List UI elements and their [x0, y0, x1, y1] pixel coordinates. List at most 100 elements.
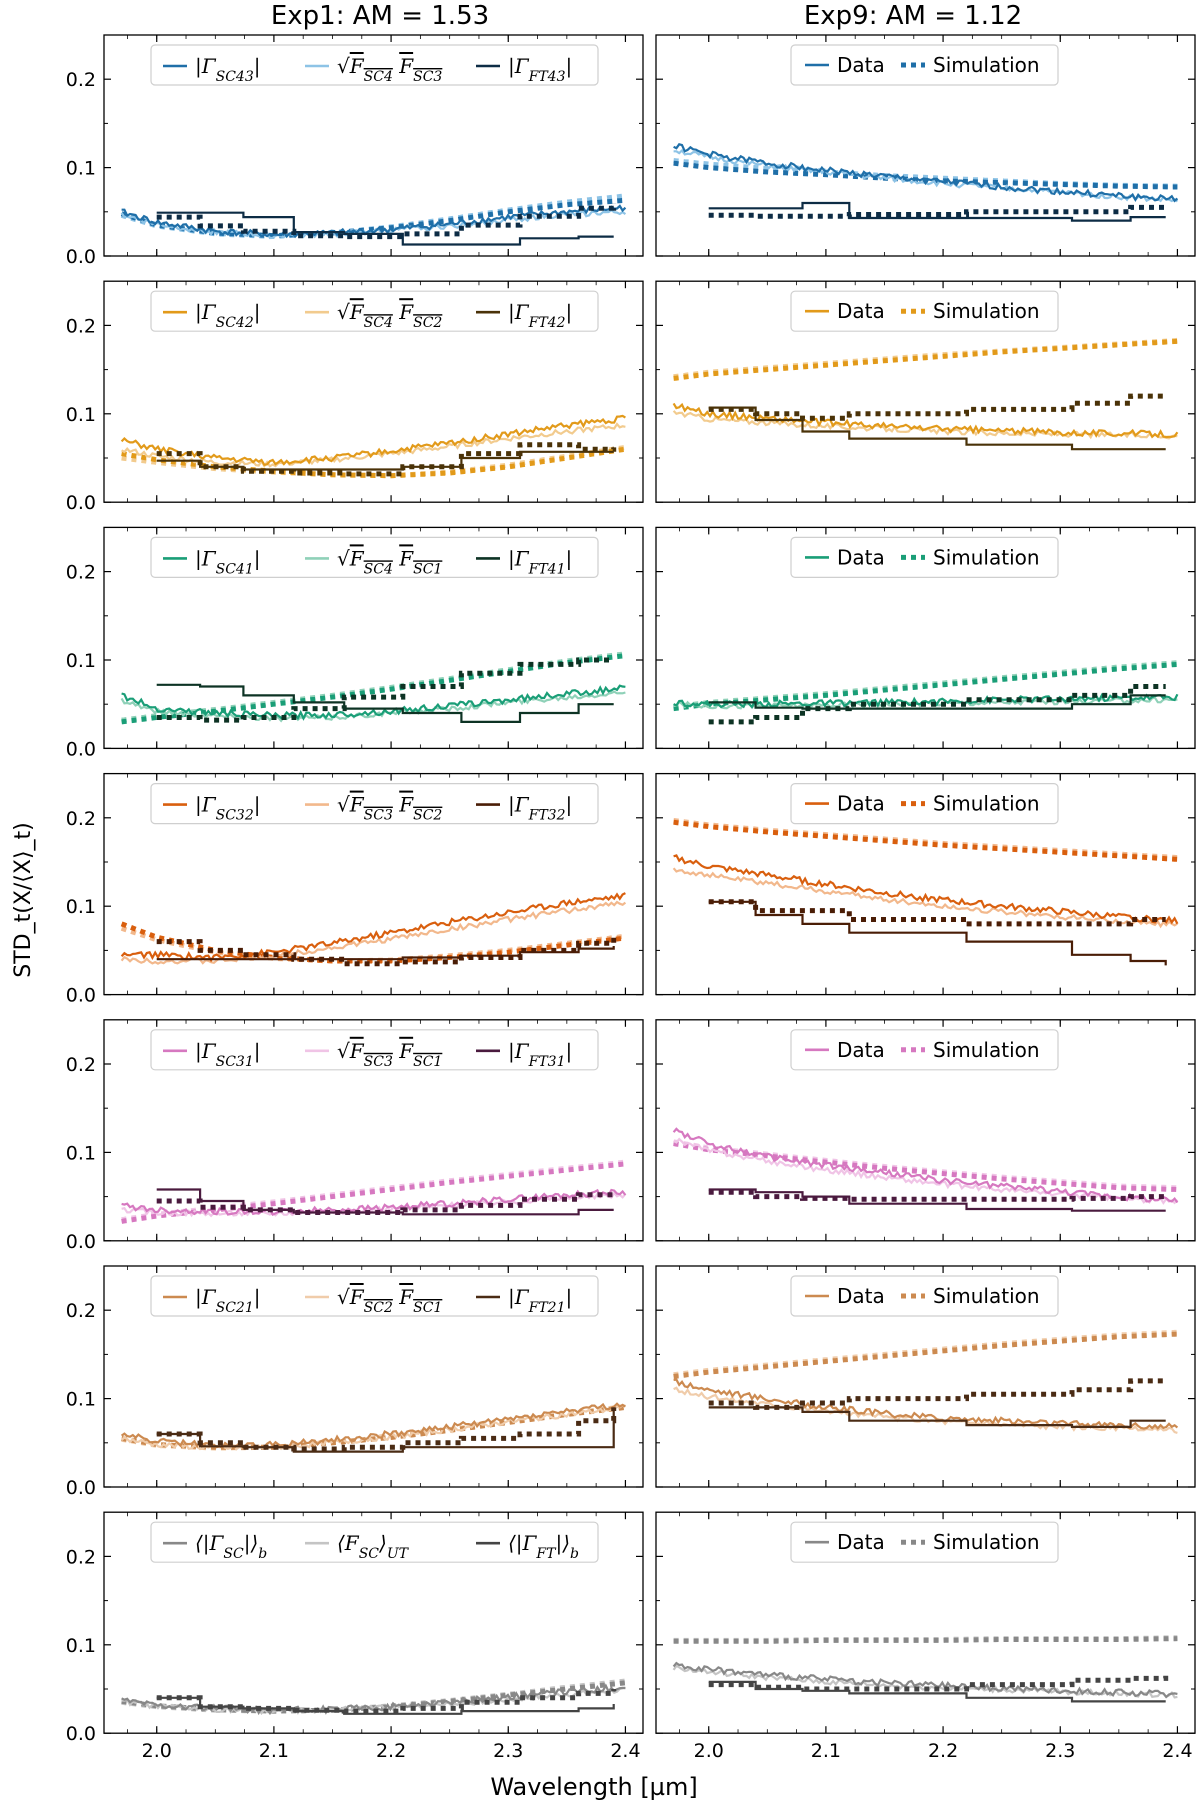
y-tick-label: 0.2	[66, 1300, 96, 1322]
legend-entry-simulation: Simulation	[901, 545, 1040, 569]
legend-label: √FSC2 FSC1	[337, 1285, 442, 1316]
legend-entry-data: Data	[805, 299, 885, 323]
series-data-light	[673, 1137, 1179, 1205]
legend-entry-simulation: Simulation	[901, 1038, 1040, 1062]
y-tick-label: 0.0	[66, 492, 96, 514]
series-ft-sim	[708, 204, 1169, 219]
y-tick-label: 0.1	[66, 1635, 96, 1657]
panel-row3-exp1: 0.0 0.1 0.2 |ΓSC41| √FSC4 FSC1 |ΓFT41|	[66, 526, 644, 760]
series-ft-sim	[708, 1675, 1169, 1692]
series-sim	[121, 1161, 626, 1224]
series-ft-sim	[708, 1378, 1166, 1410]
legend-entry-3: |ΓFT43|	[476, 54, 572, 85]
legend-label: |ΓSC43|	[195, 54, 261, 85]
panel-row1-exp9: Data Simulation	[655, 34, 1196, 257]
panel-row2-exp1: 0.0 0.1 0.2 |ΓSC42| √FSC4 FSC2 |ΓFT42|	[66, 280, 644, 514]
legend-label: |ΓFT32|	[508, 793, 572, 824]
legend-entry-1: |ΓSC41|	[163, 546, 261, 577]
y-tick-label: 0.1	[66, 158, 96, 180]
panel-row4-exp9: Data Simulation	[655, 772, 1196, 996]
panel-row6-exp1: 0.0 0.1 0.2 |ΓSC21| √FSC2 FSC1 |ΓFT21|	[66, 1265, 644, 1499]
panel-row1-exp1: 0.0 0.1 0.2 |ΓSC43| √FSC4 FSC3 |ΓFT43|	[66, 34, 644, 268]
legend: |ΓSC21| √FSC2 FSC1 |ΓFT21|	[150, 1275, 599, 1317]
legend-box	[150, 44, 599, 86]
legend: Data Simulation	[790, 782, 1059, 825]
legend-entry-data: Data	[805, 1284, 885, 1308]
legend-label: √FSC4 FSC2	[337, 300, 442, 331]
legend-label: √FSC4 FSC3	[337, 54, 442, 85]
legend: |ΓSC32| √FSC3 FSC2 |ΓFT32|	[150, 782, 599, 825]
series-data	[672, 1127, 1179, 1204]
legend-label: √FSC3 FSC1	[337, 1039, 442, 1070]
series-ft-data	[156, 211, 614, 246]
legend-entry-data: Data	[805, 545, 885, 569]
panel-row3-exp9: Data Simulation	[655, 526, 1196, 750]
x-tick-label: 2.3	[493, 1740, 523, 1762]
legend-entry-2: √FSC3 FSC1	[305, 1039, 442, 1070]
legend: Data Simulation	[790, 44, 1059, 86]
y-tick-label: 0.1	[66, 1142, 96, 1164]
legend-label: |ΓSC21|	[195, 1285, 261, 1316]
x-tick-label: 2.4	[610, 1740, 640, 1762]
legend-box	[150, 290, 599, 332]
legend-box	[150, 782, 599, 825]
series-ft-data	[708, 1680, 1166, 1703]
legend-label: ⟨|ΓSC|⟩b	[195, 1531, 267, 1562]
x-tick-label: 2.4	[1162, 1740, 1192, 1762]
series-data-light	[672, 867, 1178, 929]
y-tick-label: 0.2	[66, 562, 96, 584]
x-tick-label: 2.2	[376, 1740, 406, 1762]
legend: Data Simulation	[790, 536, 1059, 579]
legend-entry-1: |ΓSC21|	[163, 1285, 261, 1316]
panel-grid: 0.0 0.1 0.2 |ΓSC43| √FSC4 FSC3 |ΓFT43| Data Sim…	[66, 34, 1196, 1762]
series-ft-data	[156, 1407, 615, 1453]
series-ft-data	[708, 694, 1166, 710]
series-ft-sim	[156, 1192, 617, 1215]
legend-box	[150, 1521, 599, 1563]
series-sim	[120, 197, 626, 239]
series-sim	[673, 1331, 1178, 1379]
legend-label: Simulation	[933, 1530, 1040, 1554]
legend-entry-2: √FSC3 FSC2	[305, 793, 442, 824]
series-ft-data	[156, 683, 614, 723]
panel-row2-exp9: Data Simulation	[655, 280, 1196, 503]
legend-label: Data	[837, 1284, 885, 1308]
legend-entry-simulation: Simulation	[901, 299, 1040, 323]
legend-label: Data	[837, 792, 885, 816]
x-tick-label: 2.2	[928, 1740, 958, 1762]
legend-entry-1: ⟨|ΓSC|⟩b	[163, 1531, 267, 1562]
legend-entry-data: Data	[805, 792, 885, 816]
y-axis-label: STD_t(X/⟨X⟩_t)	[11, 822, 36, 977]
series-ft-data	[156, 946, 615, 961]
legend-box	[150, 1275, 599, 1317]
series-ft-sim	[156, 937, 617, 967]
series-ft-data	[156, 1188, 614, 1216]
series-ft-data	[708, 1188, 1166, 1212]
legend-entry-3: |ΓFT32|	[476, 793, 572, 824]
y-tick-label: 0.0	[66, 738, 96, 760]
legend-entry-data: Data	[805, 53, 885, 77]
series-ft-data	[708, 900, 1167, 966]
legend-entry-3: |ΓFT42|	[476, 300, 572, 331]
legend-entry-1: |ΓSC32|	[163, 793, 261, 824]
legend-label: Simulation	[933, 1038, 1040, 1062]
legend: |ΓSC31| √FSC3 FSC1 |ΓFT31|	[150, 1029, 599, 1071]
legend-entry-1: |ΓSC43|	[163, 54, 261, 85]
series-data	[673, 143, 1179, 203]
legend-label: |ΓFT43|	[508, 54, 572, 85]
series-sim	[673, 819, 1178, 862]
legend-label: Simulation	[933, 1284, 1040, 1308]
legend-label: Simulation	[933, 299, 1040, 323]
legend-label: Simulation	[933, 792, 1040, 816]
series-sim-light	[120, 925, 626, 964]
y-tick-label: 0.0	[66, 1477, 96, 1499]
legend-label: Simulation	[933, 545, 1040, 569]
y-tick-label: 0.2	[66, 1546, 96, 1568]
series-ft-sim	[156, 442, 617, 477]
column-title-exp9: Exp9: AM = 1.12	[804, 1, 1022, 31]
panel-row5-exp1: 0.0 0.1 0.2 |ΓSC31| √FSC3 FSC1 |ΓFT31|	[66, 1019, 644, 1253]
panel-row4-exp1: 0.0 0.1 0.2 |ΓSC32| √FSC3 FSC2 |ΓFT32|	[66, 772, 644, 1007]
legend-label: √FSC3 FSC2	[337, 793, 442, 824]
y-tick-label: 0.0	[66, 1231, 96, 1253]
